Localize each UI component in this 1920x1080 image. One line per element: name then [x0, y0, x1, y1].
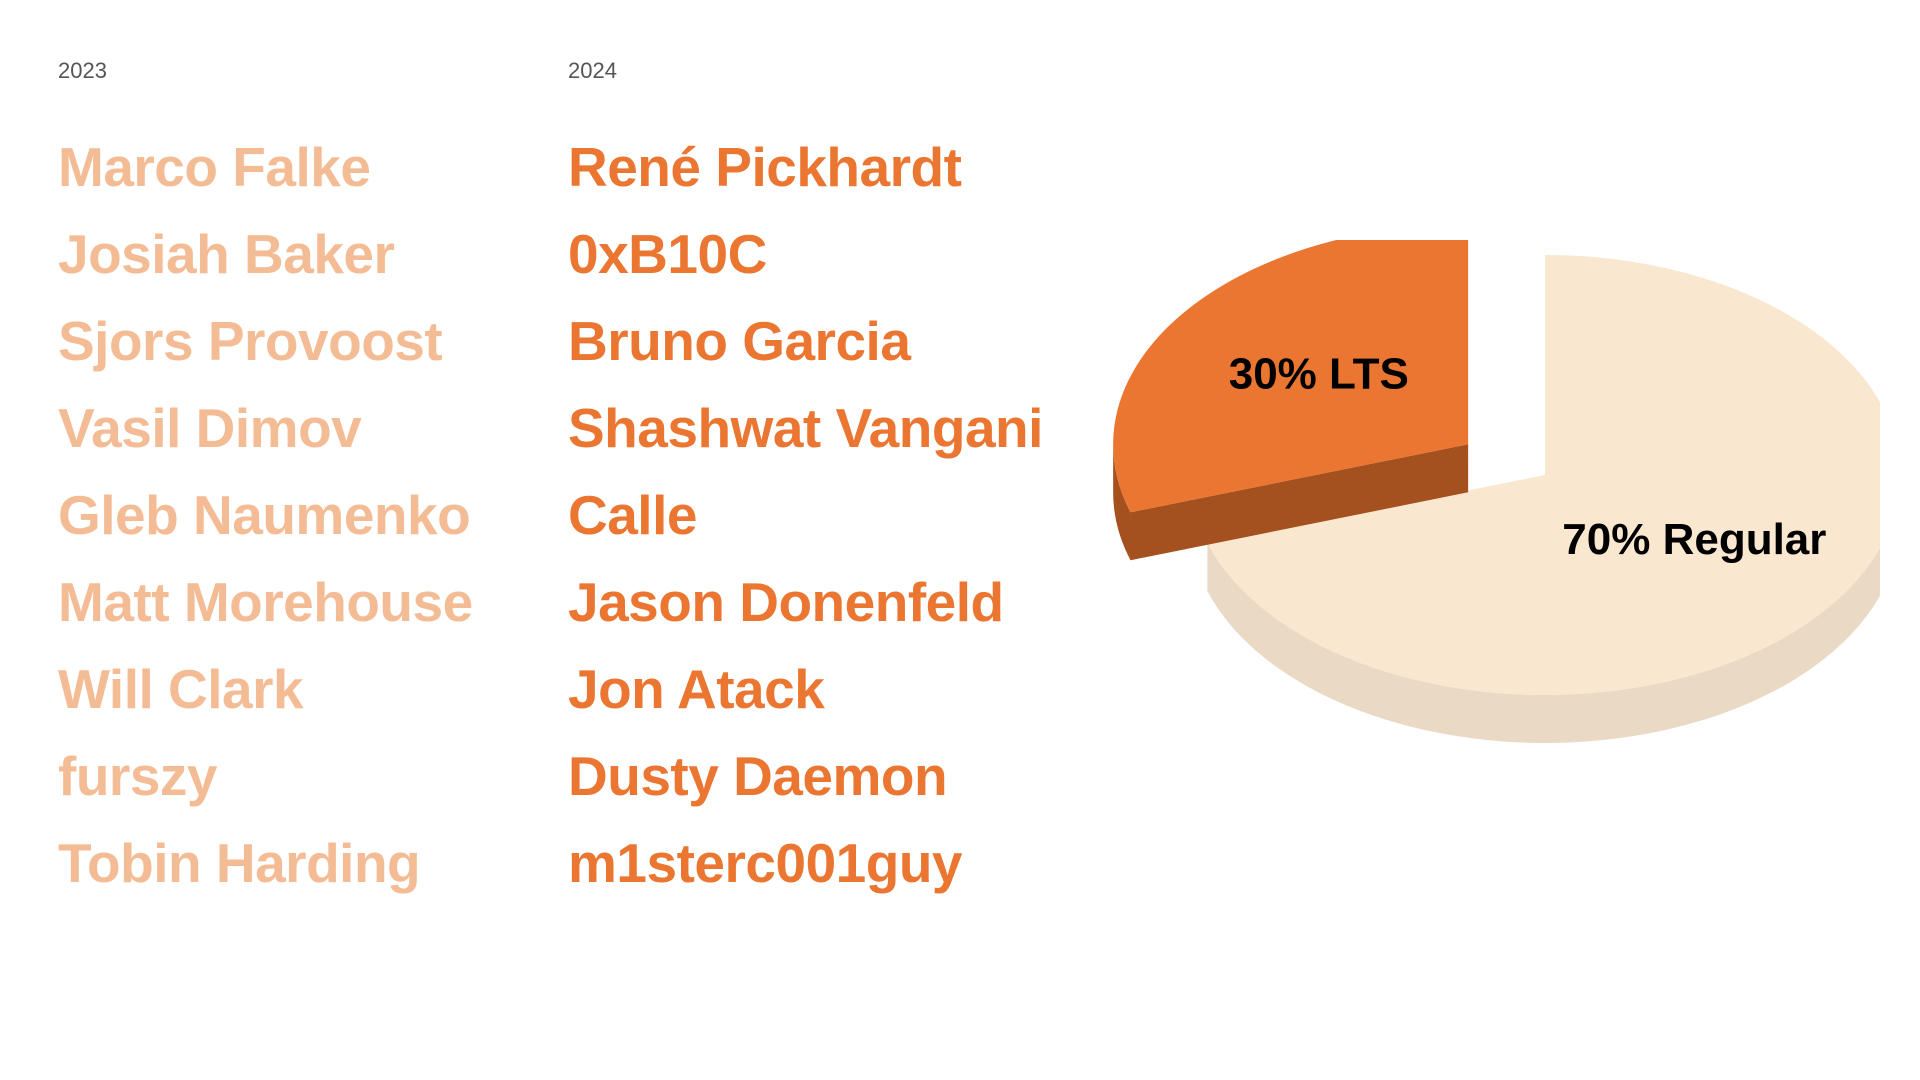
- name-item: Jon Atack: [568, 658, 825, 720]
- name-item: Sjors Provoost: [58, 310, 443, 372]
- name-item: Marco Falke: [58, 136, 371, 198]
- name-item: m1sterc001guy: [568, 832, 963, 894]
- name-item: Vasil Dimov: [58, 397, 362, 459]
- name-item: Josiah Baker: [58, 223, 395, 285]
- name-item: René Pickhardt: [568, 136, 962, 198]
- name-item: Bruno Garcia: [568, 310, 911, 372]
- pie-chart: 70% Regular 30% LTS: [1113, 240, 1880, 743]
- name-item: Shashwat Vangani: [568, 397, 1043, 459]
- slice-label-lts: 30% LTS: [1229, 350, 1409, 399]
- slice-cut-wall-lts: [1130, 444, 1469, 561]
- name-item: Will Clark: [58, 658, 304, 720]
- name-item: Matt Morehouse: [58, 571, 473, 633]
- slice-lts: [1113, 240, 1469, 513]
- name-item: Tobin Harding: [58, 832, 421, 894]
- name-item: Dusty Daemon: [568, 745, 948, 807]
- slice-regular: [1207, 255, 1880, 695]
- name-item: Calle: [568, 484, 697, 546]
- year-label-2024: 2024: [568, 58, 617, 83]
- name-item: furszy: [58, 745, 217, 807]
- name-item: Jason Donenfeld: [568, 571, 1004, 633]
- name-item: 0xB10C: [568, 223, 767, 285]
- name-list-2024: René Pickhardt 0xB10C Bruno Garcia Shash…: [568, 124, 1043, 907]
- slice-side-lts: [1113, 444, 1131, 561]
- name-item: Gleb Naumenko: [58, 484, 471, 546]
- year-label-2023: 2023: [58, 58, 107, 83]
- slice-label-regular: 70% Regular: [1562, 515, 1826, 564]
- name-list-2023: Marco Falke Josiah Baker Sjors Provoost …: [58, 124, 473, 907]
- slice-side-regular: [1207, 542, 1880, 743]
